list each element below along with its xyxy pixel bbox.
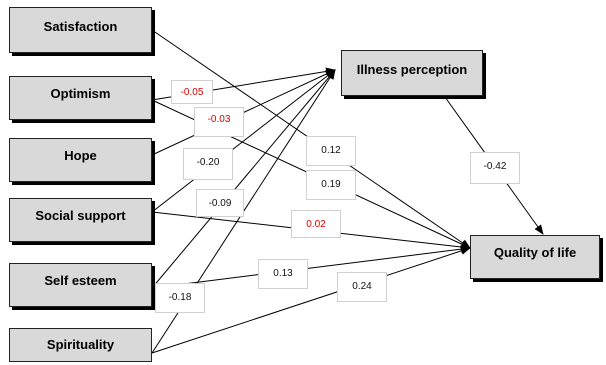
arrow-self-esteem-to-illness (151, 69, 336, 289)
coef-hope-to-qol: 0.19 (306, 170, 356, 200)
coef-self-esteem-to-illness: -0.18 (155, 283, 205, 313)
arrow-social-support-to-illness (151, 69, 336, 213)
coef-spirituality-to-qol: 0.24 (337, 272, 387, 302)
coef-social-support-to-qol: 0.02 (291, 210, 341, 238)
coef-hope-to-illness: -0.20 (183, 148, 233, 180)
node-hope: Hope (9, 138, 152, 182)
node-optimism: Optimism (9, 76, 152, 120)
node-quality-of-life: Quality of life (470, 235, 600, 279)
coef-optimism-to-qol: -0.03 (194, 107, 244, 137)
node-illness-perception: Illness perception (341, 50, 483, 96)
coef-optimism-to-illness: -0.05 (171, 80, 213, 104)
node-self-esteem: Self esteem (9, 263, 152, 307)
arrow-self-esteem-to-qol (151, 245, 471, 289)
coef-social-support-to-illness: -0.09 (196, 189, 244, 217)
coef-self-esteem-to-qol: 0.13 (258, 259, 308, 289)
arrow-spirituality-to-qol (151, 247, 471, 354)
node-social-support: Social support (9, 198, 152, 242)
coef-illness-to-qol: -0.42 (470, 152, 520, 184)
node-spirituality: Spirituality (9, 328, 152, 362)
node-satisfaction: Satisfaction (9, 7, 152, 53)
coef-satisfaction-to-qol: 0.12 (306, 136, 356, 166)
